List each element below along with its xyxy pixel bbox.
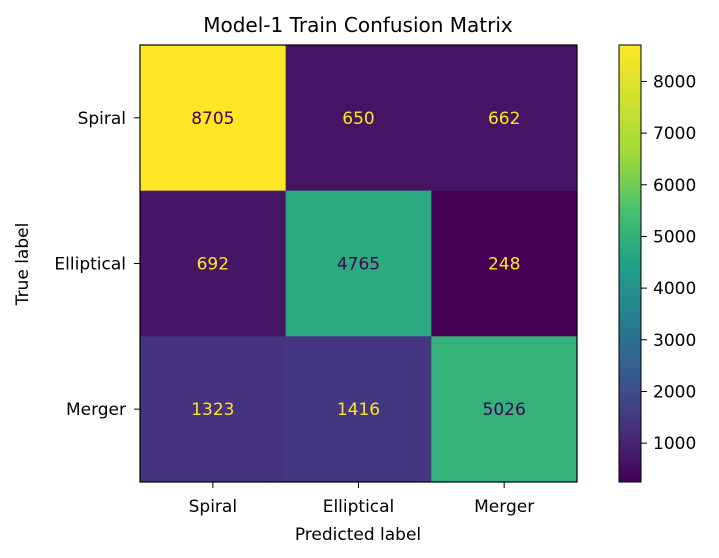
cell-value-label: 1323 [191,400,234,420]
cell-value-label: 650 [342,109,374,129]
cell-value-label: 662 [488,109,520,129]
cell-value-label: 1416 [337,400,380,420]
colorbar-tick-label: 5000 [653,227,696,247]
matrix-cell [285,45,432,192]
cell-value-label: 8705 [191,109,234,129]
cell-value-label: 248 [488,255,520,275]
matrix-cell [140,45,287,192]
cell-value-label: 5026 [483,400,526,420]
chart-title: Model-1 Train Confusion Matrix [203,13,513,37]
matrix-cell [431,45,578,192]
cell-value-label: 4765 [337,255,380,275]
y-tick-label: Elliptical [54,255,126,275]
colorbar-tick-label: 4000 [653,279,696,299]
colorbar-tick-label: 1000 [653,434,696,454]
matrix-cells [140,45,578,483]
x-tick-label: Elliptical [323,497,395,517]
matrix-cell [431,336,578,483]
matrix-cell [285,336,432,483]
colorbar-ticks: 1000 2000 3000 4000 5000 6000 7000 8000 [641,72,696,454]
x-tick-label: Merger [474,497,534,517]
x-axis-label: Predicted label [295,525,421,545]
colorbar-tick-label: 8000 [653,72,696,92]
matrix-cell [431,190,578,337]
x-axis-ticks: Spiral Elliptical Merger [189,482,534,517]
matrix-cell-labels: 8705 650 662 692 4765 248 1323 1416 5026 [191,109,526,420]
colorbar [618,44,642,483]
colorbar-tick-label: 2000 [653,382,696,402]
matrix-cell [285,190,432,337]
y-axis-ticks: Spiral Elliptical Merger [54,109,140,420]
y-axis-label: True label [13,223,33,307]
colorbar-tick-label: 3000 [653,331,696,351]
colorbar-tick-label: 6000 [653,176,696,196]
colorbar-tick-label: 7000 [653,124,696,144]
matrix-cell [140,190,287,337]
y-tick-label: Spiral [78,109,126,129]
y-tick-label: Merger [66,400,126,420]
matrix-cell [140,336,287,483]
cell-value-label: 692 [197,255,229,275]
x-tick-label: Spiral [189,497,237,517]
